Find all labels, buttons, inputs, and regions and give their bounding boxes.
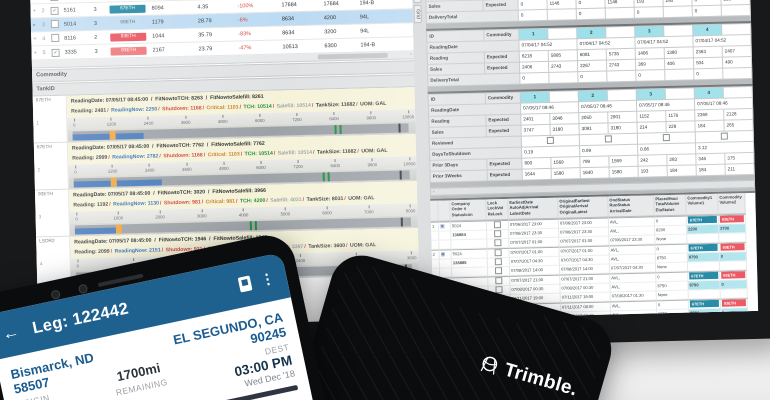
row-expander-icon[interactable]: +	[32, 7, 37, 14]
flag-icon[interactable]	[237, 274, 253, 293]
reviewed-checkbox[interactable]	[720, 132, 728, 140]
commodity-badge: 68ETH	[120, 19, 136, 26]
tab-grid[interactable]: Grid	[413, 5, 422, 24]
lock-checkbox[interactable]	[493, 221, 502, 229]
commodity-summary-block: ID Commodity 1 67ETH 2 87ETH 3 93ETH 4 LSDR2 Readi…	[426, 20, 753, 87]
kebab-menu-icon[interactable]: ⋮	[258, 268, 276, 288]
orders-column-header[interactable]: Commodity Volume2	[718, 193, 746, 215]
tank-id-label: LSDR2	[39, 239, 55, 245]
lock-checkbox[interactable]	[494, 267, 503, 275]
percent-cell: -6%	[237, 16, 248, 23]
orders-column-header[interactable]: Company Order # StatusIcon	[450, 199, 487, 222]
trimble-splash-screen: Trimble.	[282, 259, 608, 400]
commodity-badge: 93ETH	[720, 243, 745, 251]
attachment-icon: ▣	[439, 249, 452, 260]
commodity-badge: 93ETH	[719, 215, 744, 223]
right-phone: Trimble.	[271, 248, 619, 400]
commodity-badge: 93ETH	[721, 299, 746, 307]
row-checkbox[interactable]	[51, 33, 60, 42]
lock-checkbox[interactable]	[494, 258, 502, 266]
lock-checkbox[interactable]	[495, 277, 503, 285]
row-checkbox[interactable]	[50, 19, 59, 28]
commodity-badge: 93ETH	[110, 32, 147, 42]
attachment-icon: ▣	[438, 221, 452, 232]
commodity-badge: 87ETH	[607, 89, 636, 101]
	[439, 231, 452, 241]
row-checkbox[interactable]: ✓	[50, 0, 59, 1]
	[439, 240, 452, 250]
reviewed-checkbox[interactable]	[604, 135, 612, 143]
trimble-globe-icon	[480, 356, 497, 375]
row-expander-icon[interactable]: +	[33, 35, 37, 42]
commodity-badge: LSDR2	[723, 86, 752, 98]
camera-icon	[50, 289, 62, 300]
commodity-badge: 87ETH	[606, 26, 635, 38]
percent-cell: -83%	[238, 30, 252, 37]
lock-checkbox[interactable]	[494, 239, 502, 247]
commodity-badge: LSDR2	[722, 23, 751, 35]
orders-column-header[interactable]: PlacedHour TotalVolume EtaStatus	[654, 194, 687, 217]
commodity-badge: 67ETH	[548, 28, 577, 39]
commodity-badge: 67ETH	[688, 243, 718, 252]
commodity-badge: 93ETH	[721, 271, 746, 279]
origin-block: Bismarck, ND 58507 ORIGIN 05:00 AM Tue D…	[9, 350, 106, 400]
tank-id-cell: 8116	[64, 34, 77, 42]
tab-det[interactable]: Det	[413, 0, 422, 4]
tank-id-label: 87ETH	[36, 145, 52, 151]
reviewed-checkbox[interactable]	[546, 137, 554, 145]
commodity-badge: 93ETH	[665, 88, 694, 100]
commodity-badge: 67ETH	[689, 271, 719, 280]
commodity-badge: 93ETH	[110, 46, 147, 56]
lock-checkbox[interactable]	[494, 249, 502, 257]
lock-checkbox[interactable]	[494, 230, 502, 238]
percent-cell: -47%	[238, 44, 252, 51]
	[439, 259, 452, 269]
reviewed-checkbox[interactable]	[662, 134, 670, 142]
row-expander-icon[interactable]: ▸	[32, 22, 37, 29]
orders-column-header[interactable]: OriginalEarliest OriginalArrival OriginalL…	[558, 196, 609, 219]
row-checkbox[interactable]: ✓	[50, 6, 59, 15]
orders-column-header[interactable]: Lock LockVol ReLock	[486, 198, 509, 221]
row-expander-icon[interactable]: +	[33, 49, 38, 56]
commodity-badge: 93ETH	[664, 25, 693, 37]
camera-icon	[77, 283, 89, 295]
tank-id-cell: 3335	[64, 48, 77, 56]
percent-cell: -100%	[237, 2, 254, 9]
commodity-summary-block: ID Commodity 1 67ETH 2 87ETH 3 93ETH 4 LSDR2 Readi…	[427, 83, 755, 183]
row-checkbox[interactable]: ✓	[51, 48, 60, 57]
commodity-badge: 67ETH	[689, 299, 720, 308]
commodity-badge: 67ETH	[549, 91, 578, 102]
tank-id-label: 93ETH	[38, 192, 54, 198]
orders-column-header[interactable]: OndStatus RunStatus ArrivalDate	[608, 195, 655, 218]
orders-column-header[interactable]: EarliestDate AutoAdjArrival LatestDate	[508, 197, 559, 220]
commodity-badge: 67ETH	[687, 215, 717, 224]
commodity-badge: 67ETH	[109, 4, 146, 14]
back-arrow-icon[interactable]: ←	[0, 321, 21, 344]
trimble-logo: Trimble.	[475, 352, 580, 400]
dest-block: EL SEGUNDO, CA 90245 DEST 03:00 PM Wed D…	[172, 310, 296, 400]
tank-grid: + 1 ✓ 1335 5 LSDR2 1722 5.88 -50% 8634 8…	[30, 0, 414, 61]
orders-column-header[interactable]: Commodity1 Volume1	[686, 193, 719, 216]
tank-id-label: 67ETH	[35, 98, 51, 104]
remaining-block: 1700mi REMAINING	[111, 359, 172, 400]
tank-id-cell: 5161	[63, 6, 76, 14]
tank-id-cell: 5014	[63, 20, 77, 28]
